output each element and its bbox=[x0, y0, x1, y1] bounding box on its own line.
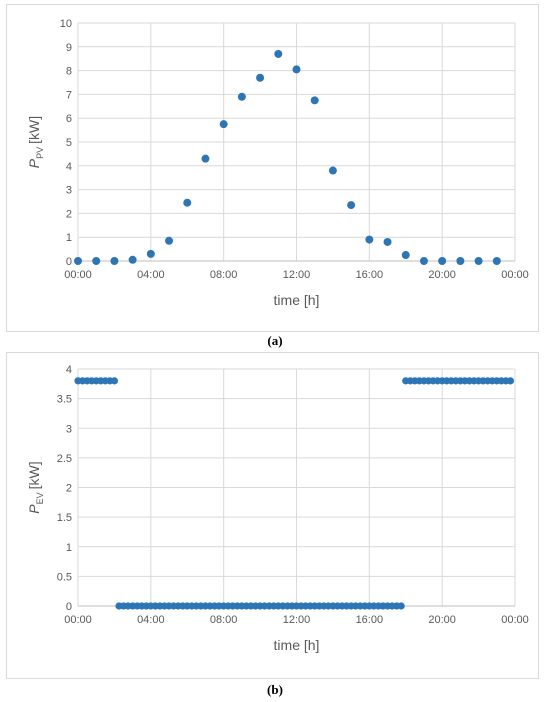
data-point bbox=[219, 120, 228, 129]
y-tick-label: 3.5 bbox=[57, 394, 72, 406]
data-point bbox=[201, 154, 210, 163]
data-point bbox=[146, 249, 155, 258]
y-axis-subscript: PV bbox=[35, 147, 45, 159]
data-point bbox=[128, 255, 137, 264]
data-point bbox=[383, 237, 392, 246]
y-axis-symbol: P bbox=[26, 158, 42, 168]
data-point bbox=[110, 257, 119, 265]
y-tick-label: 3 bbox=[66, 185, 72, 197]
y-tick-label: 10 bbox=[60, 18, 72, 30]
x-axis-title: time [h] bbox=[274, 637, 320, 653]
y-tick-label: 2.5 bbox=[57, 453, 72, 465]
x-tick-label: 00:00 bbox=[501, 614, 529, 626]
data-point bbox=[419, 257, 428, 265]
y-tick-label: 4 bbox=[66, 364, 72, 376]
x-tick-label: 08:00 bbox=[210, 269, 238, 281]
y-axis-symbol: P bbox=[26, 504, 42, 514]
data-point bbox=[506, 377, 515, 385]
ev-power-chart: 0 0.5 1 1.5 2 2.5 3 3.5 4 00:00 04:00 08:00 12:00 16:… bbox=[26, 364, 529, 653]
data-point bbox=[183, 198, 192, 207]
x-tick-label: 12:00 bbox=[283, 614, 311, 626]
x-tick-label: 16:00 bbox=[356, 269, 384, 281]
data-point bbox=[310, 96, 319, 105]
y-tick-label: 3 bbox=[66, 423, 72, 435]
x-tick-label: 00:00 bbox=[64, 269, 92, 281]
y-axis-unit: [kW] bbox=[26, 461, 42, 489]
x-tick-label: 16:00 bbox=[356, 614, 384, 626]
x-tick-label: 04:00 bbox=[137, 269, 165, 281]
y-tick-label: 2 bbox=[66, 483, 72, 495]
y-tick-label: 2 bbox=[66, 208, 72, 220]
y-axis-subscript: EV bbox=[35, 492, 45, 504]
x-tick-label: 00:00 bbox=[501, 269, 529, 281]
data-point bbox=[365, 235, 374, 244]
y-tick-label: 4 bbox=[66, 161, 72, 173]
x-tick-label: 20:00 bbox=[428, 269, 456, 281]
pv-power-chart: 0 1 2 3 4 5 6 7 8 9 10 00:00 04:00 08:00 12:00 16:00 20:… bbox=[26, 18, 529, 308]
y-axis-unit: [kW] bbox=[26, 116, 42, 144]
y-tick-label: 8 bbox=[66, 66, 72, 78]
data-point bbox=[165, 236, 174, 245]
x-tick-label: 20:00 bbox=[428, 614, 456, 626]
data-point bbox=[474, 257, 483, 265]
data-point bbox=[92, 257, 101, 265]
data-point bbox=[347, 201, 356, 210]
data-point bbox=[274, 49, 283, 58]
y-tick-label: 9 bbox=[66, 42, 72, 54]
y-tick-label: 7 bbox=[66, 89, 72, 101]
data-point bbox=[237, 92, 246, 101]
data-point bbox=[456, 257, 465, 265]
chart-panel-a: 0 1 2 3 4 5 6 7 8 9 10 00:00 04:00 08:00 12:00 16:00 20:… bbox=[6, 4, 539, 332]
y-axis-title: PPV [kW] bbox=[26, 116, 45, 168]
x-tick-label: 00:00 bbox=[64, 614, 92, 626]
caption-a: (a) bbox=[267, 333, 283, 348]
y-tick-label: 1 bbox=[66, 232, 72, 244]
data-point bbox=[401, 251, 410, 260]
data-point bbox=[256, 73, 265, 82]
y-tick-label: 0 bbox=[66, 256, 72, 268]
data-point bbox=[74, 257, 82, 265]
data-point bbox=[292, 65, 301, 74]
y-tick-label: 6 bbox=[66, 113, 72, 125]
data-point bbox=[492, 257, 501, 265]
x-tick-label: 04:00 bbox=[137, 614, 165, 626]
chart-panel-b: 0 0.5 1 1.5 2 2.5 3 3.5 4 00:00 04:00 08:00 12:00 16:… bbox=[6, 352, 539, 679]
x-tick-label: 12:00 bbox=[283, 269, 311, 281]
y-tick-label: 5 bbox=[66, 137, 72, 149]
x-axis-title: time [h] bbox=[274, 292, 320, 308]
data-point bbox=[397, 602, 405, 610]
data-point bbox=[110, 377, 119, 385]
y-tick-label: 1 bbox=[66, 542, 72, 554]
caption-b: (b) bbox=[267, 682, 283, 697]
y-axis-title: PEV [kW] bbox=[26, 461, 45, 513]
data-point bbox=[328, 166, 337, 175]
y-tick-label: 0 bbox=[66, 601, 72, 613]
y-tick-label: 0.5 bbox=[57, 571, 72, 583]
x-tick-label: 08:00 bbox=[210, 614, 238, 626]
data-point bbox=[438, 257, 447, 265]
y-tick-label: 1.5 bbox=[57, 512, 72, 524]
